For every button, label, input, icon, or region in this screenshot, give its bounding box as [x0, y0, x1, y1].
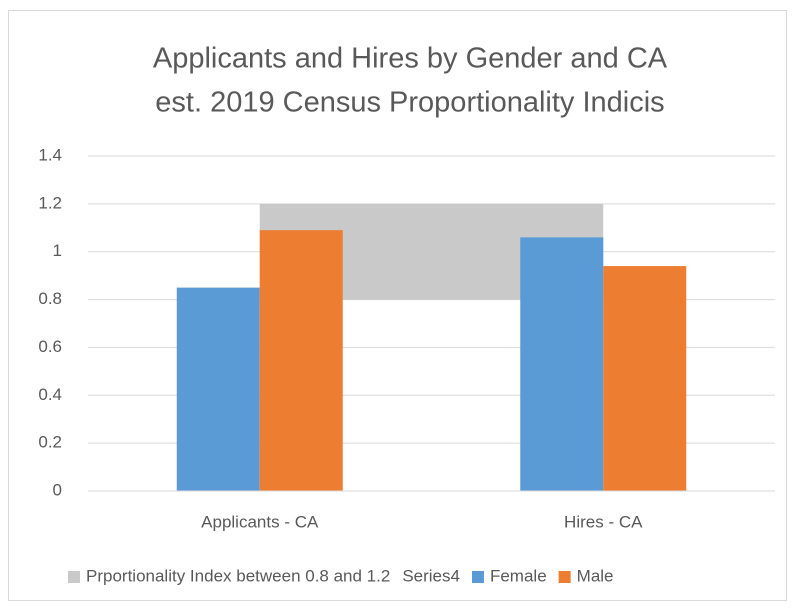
legend: Prportionality Index between 0.8 and 1.2…	[68, 566, 614, 585]
bar	[259, 230, 343, 491]
legend-label: Female	[490, 566, 547, 585]
legend-swatch	[471, 571, 484, 583]
x-tick-label: Applicants - CA	[201, 512, 319, 531]
legend-swatch	[558, 571, 571, 583]
legend-label: Series4	[402, 566, 460, 585]
y-tick-label: 0	[53, 480, 62, 499]
area	[259, 203, 604, 300]
y-tick-label: 0.8	[38, 289, 62, 308]
y-tick-label: 1.2	[38, 193, 62, 212]
x-tick-label: Hires - CA	[564, 512, 643, 531]
y-tick-label: 1	[53, 241, 62, 260]
y-tick-label: 0.2	[38, 433, 62, 452]
plot-area: 0 0.2 0.4 0.6 0.8 1 1.2 1.4 Applicants - CA Hires…	[38, 145, 775, 531]
y-tick-label: 0.6	[38, 337, 62, 356]
y-tick-label: 0.4	[38, 385, 62, 404]
chart-title: Applicants and Hires by Gender and CA	[153, 43, 668, 75]
bar	[176, 287, 260, 491]
bar	[520, 237, 604, 491]
y-tick-label: 1.4	[38, 145, 62, 164]
legend-swatch	[68, 571, 80, 583]
legend-label: Prportionality Index between 0.8 and 1.2	[86, 566, 390, 585]
chart-title: est. 2019 Census Proportionality Indicis	[155, 87, 664, 119]
bar	[603, 266, 687, 491]
legend-label: Male	[577, 566, 614, 585]
